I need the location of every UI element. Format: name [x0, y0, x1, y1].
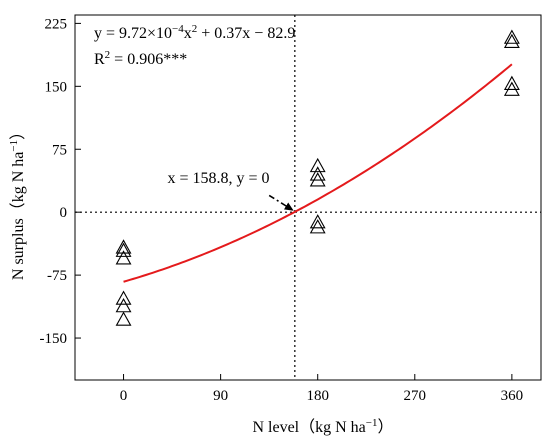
fit-curve	[123, 63, 513, 283]
data-point-6	[309, 157, 326, 173]
data-point-13	[503, 75, 520, 90]
y-tick-label-1: -75	[47, 268, 67, 284]
y-tick-label-0: -150	[40, 331, 68, 347]
data-point-11	[503, 29, 520, 44]
y-tick-label-3: 75	[52, 142, 67, 158]
x-tick-label-1: 90	[213, 388, 228, 404]
r-squared-label: R2 = 0.906***	[94, 49, 187, 68]
intercept-annotation: x = 158.8, y = 0	[167, 170, 269, 187]
y-tick-label-4: 150	[45, 79, 68, 95]
data-point-0	[115, 239, 132, 254]
data-point-3	[115, 290, 132, 305]
x-axis-label: N level（kg N ha−1）	[252, 417, 393, 436]
plot-frame	[74, 14, 542, 381]
intercept-arrow	[268, 194, 294, 211]
y-tick-label-2: 0	[60, 205, 68, 221]
data-point-9	[309, 214, 326, 229]
data-point-5	[115, 311, 132, 326]
data-point-7	[309, 166, 326, 181]
y-axis-label: N surplus（kg N ha−1）	[8, 124, 27, 280]
data-point-1	[115, 242, 132, 257]
annotation-group: x = 158.8, y = 0	[167, 170, 294, 211]
data-point-8	[309, 172, 326, 187]
fit-curve-group	[123, 63, 513, 283]
x-tick-label-0: 0	[120, 388, 128, 404]
y-tick-label-5: 225	[45, 16, 68, 32]
data-point-10	[309, 219, 326, 234]
x-tick-label-3: 270	[404, 388, 427, 404]
fit-equation: y = 9.72×10−4x2 + 0.37x − 82.9	[94, 23, 295, 42]
data-point-14	[503, 81, 520, 96]
data-points	[115, 29, 520, 326]
axis-ticks: 0 90 180 270 360 -150 -75 0 75 150 225	[40, 16, 524, 404]
data-point-2	[115, 250, 132, 265]
x-tick-label-4: 360	[501, 388, 524, 404]
data-point-12	[503, 33, 520, 49]
reference-lines	[75, 15, 541, 380]
x-tick-label-2: 180	[306, 388, 329, 404]
